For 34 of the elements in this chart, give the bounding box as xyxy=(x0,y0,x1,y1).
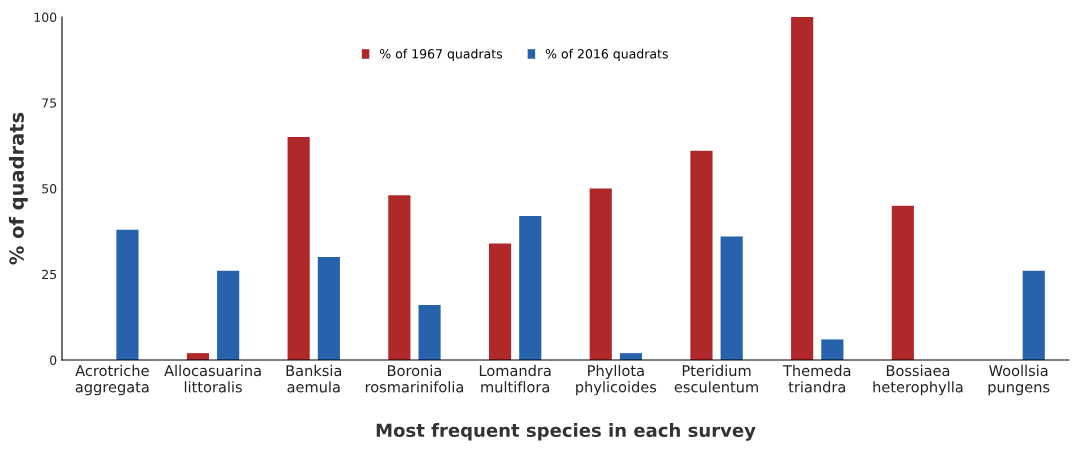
bar xyxy=(116,229,139,360)
bar xyxy=(891,205,914,360)
x-tick-label: Allocasuarina littoralis xyxy=(164,364,261,393)
bar xyxy=(317,257,340,360)
x-tick-label: Banksia aemula xyxy=(286,364,342,393)
x-axis-title: Most frequent species in each survey xyxy=(376,423,756,441)
bar xyxy=(690,150,713,360)
legend-label: % of 1967 quadrats xyxy=(380,48,503,61)
bar xyxy=(1022,270,1045,360)
x-tick-label: Pteridium esculentum xyxy=(674,364,758,393)
x-tick-label: Themeda triandra xyxy=(782,364,851,393)
y-tick-label: 25 xyxy=(42,269,57,280)
bar xyxy=(791,17,814,360)
bar xyxy=(388,195,411,360)
x-tick-label: Acrotriche aggregata xyxy=(75,364,149,396)
bar xyxy=(217,270,240,360)
bar xyxy=(488,243,512,360)
x-tick-label: Phyllota phylicoides xyxy=(576,364,657,396)
bar xyxy=(589,188,612,360)
y-tick-label: 75 xyxy=(42,98,57,108)
x-tick-label: Boronia rosmarinifolia xyxy=(365,364,464,393)
bar xyxy=(418,305,441,360)
y-tick-label: 50 xyxy=(42,183,57,194)
bar xyxy=(287,137,310,360)
y-axis-title: % of quadrats xyxy=(8,112,28,265)
bar xyxy=(720,236,743,360)
bar xyxy=(821,339,844,360)
y-tick-label: 100 xyxy=(34,12,57,22)
x-tick-label: Lomandra multiflora xyxy=(479,364,551,393)
legend-label: % of 2016 quadrats xyxy=(545,48,668,61)
x-tick-label: Woollsia pungens xyxy=(988,364,1050,396)
x-tick-label: Bossiaea heterophylla xyxy=(873,364,963,396)
bar xyxy=(519,215,542,360)
y-tick-label: 0 xyxy=(50,355,57,365)
